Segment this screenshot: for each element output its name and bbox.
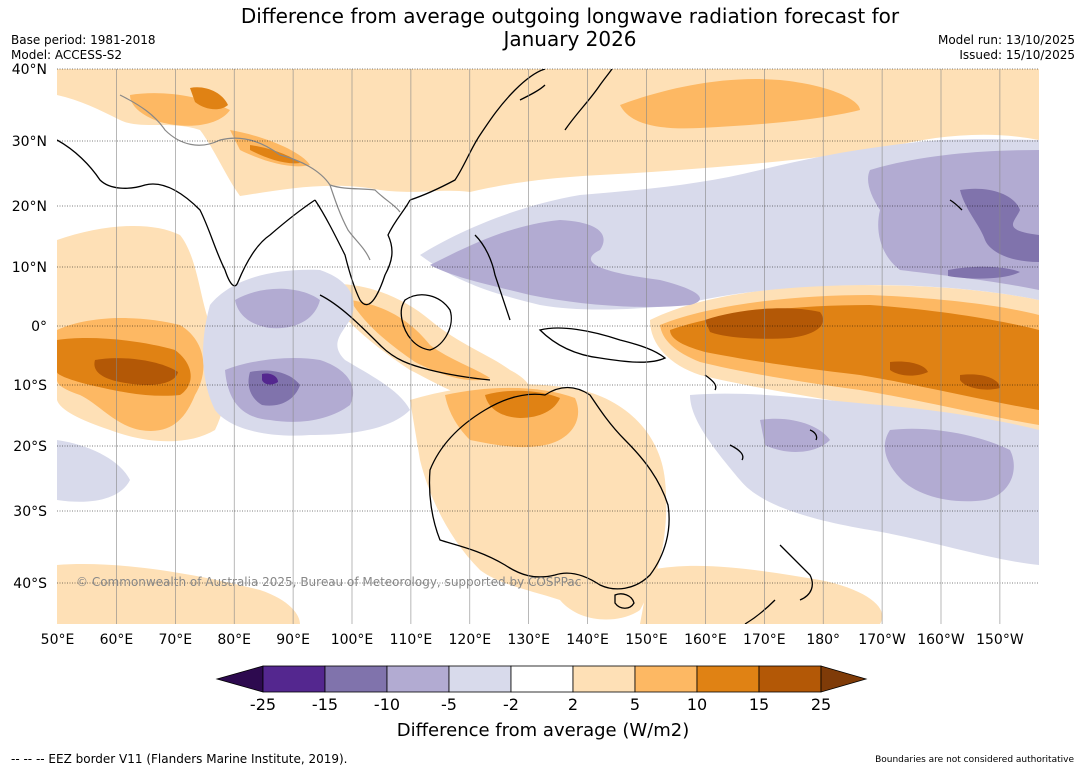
lat-label: 30°N bbox=[12, 134, 47, 150]
coast-new-zealand bbox=[744, 544, 813, 624]
coast-australia bbox=[428, 386, 670, 590]
colorbar-tick-label: 25 bbox=[811, 695, 831, 714]
colorbar-tick-label: -15 bbox=[312, 695, 338, 714]
coast-china bbox=[409, 69, 546, 201]
coast-philippines bbox=[474, 234, 511, 321]
lon-label: 170°E bbox=[743, 632, 786, 648]
colorbar-tick-label: 10 bbox=[687, 695, 707, 714]
lat-label: 20°S bbox=[13, 439, 47, 455]
chart-title: Difference from average outgoing longwav… bbox=[170, 5, 970, 51]
lat-label: 10°S bbox=[13, 378, 47, 394]
model-name: Model: ACCESS-S2 bbox=[11, 48, 123, 62]
meta-right: Model run: 13/10/2025 Issued: 15/10/2025 bbox=[938, 33, 1075, 63]
colorbar-extend-max bbox=[820, 665, 868, 693]
anomaly-indian-ocean-east-peak bbox=[262, 373, 278, 385]
coast-pacific-islands bbox=[704, 199, 963, 461]
border-south-asia bbox=[119, 94, 401, 213]
lon-label: 170°W bbox=[858, 632, 906, 648]
coast-borneo bbox=[400, 294, 452, 351]
coast-indochina bbox=[314, 199, 411, 306]
country-borders bbox=[119, 94, 401, 261]
colorbar-extend-min bbox=[215, 665, 264, 693]
colorbar-segment bbox=[448, 665, 512, 693]
lon-label: 80°E bbox=[217, 632, 251, 648]
colorbar-tick-label: -10 bbox=[374, 695, 400, 714]
lon-label: 60°E bbox=[100, 632, 134, 648]
lat-label: 30°S bbox=[13, 504, 47, 520]
colorbar-tick-label: 15 bbox=[749, 695, 769, 714]
coast-japan-korea bbox=[519, 69, 613, 131]
colorbar-segment bbox=[386, 665, 450, 693]
anomaly-western-pacific-core bbox=[948, 188, 1039, 279]
colorbar-segment bbox=[758, 665, 822, 693]
colorbar-tick-label: -2 bbox=[503, 695, 519, 714]
boundaries-disclaimer: Boundaries are not considered authoritat… bbox=[875, 755, 1074, 765]
lon-label: 110°E bbox=[390, 632, 433, 648]
colorbar: -25 -15 -10 -5 -2 2 5 10 15 25 bbox=[215, 665, 868, 714]
lon-label: 150°W bbox=[976, 632, 1024, 648]
colorbar-segment bbox=[510, 665, 574, 693]
latitude-gridlines bbox=[57, 68, 1039, 584]
coast-arabia-india bbox=[57, 139, 316, 287]
colorbar-segment bbox=[634, 665, 698, 693]
colorbar-tick-label: 2 bbox=[568, 695, 578, 714]
anomaly-indian-ocean-east-core bbox=[248, 370, 300, 406]
lon-label: 160°E bbox=[684, 632, 727, 648]
lon-label: 130°E bbox=[507, 632, 550, 648]
lat-label: 40°N bbox=[12, 62, 47, 78]
lon-label: 150°E bbox=[625, 632, 668, 648]
colorbar-segment bbox=[572, 665, 636, 693]
eez-legend: -- -- -- EEZ border V11 (Flanders Marine… bbox=[11, 752, 348, 766]
latitude-labels: 40°N 30°N 20°N 10°N 0° 10°S 20°S 30°S 40°S bbox=[12, 62, 47, 592]
anomaly-australia-north bbox=[410, 384, 667, 620]
anomaly-indian-ocean-west-peak bbox=[94, 358, 178, 385]
anomaly-north-band-mid bbox=[130, 79, 860, 167]
lat-label: 40°S bbox=[13, 576, 47, 592]
border-southeast-asia bbox=[329, 184, 371, 261]
lon-label: 140°E bbox=[566, 632, 609, 648]
anomaly-australia-north-core bbox=[485, 390, 560, 418]
anomaly-southern-ocean bbox=[57, 564, 883, 624]
colorbar-title: Difference from average (W/m2) bbox=[397, 720, 689, 741]
colorbar-segment bbox=[262, 665, 326, 693]
lat-label: 20°N bbox=[12, 199, 47, 215]
lat-label: 10°N bbox=[12, 260, 47, 276]
base-period: Base period: 1981-2018 bbox=[11, 33, 156, 47]
lon-label: 70°E bbox=[158, 632, 192, 648]
lon-label: 90°E bbox=[276, 632, 310, 648]
colorbar-tick-label: 5 bbox=[630, 695, 640, 714]
anomaly-western-pacific-mid bbox=[430, 150, 1039, 307]
anomaly-field bbox=[57, 69, 1039, 624]
lon-label: 180° bbox=[806, 632, 840, 648]
longitude-labels: 50°E 60°E 70°E 80°E 90°E 100°E 110°E 120°E 130°E… bbox=[41, 632, 1024, 648]
coastlines bbox=[57, 69, 963, 624]
colorbar-tick-label: -25 bbox=[250, 695, 276, 714]
colorbar-tick-label: -5 bbox=[441, 695, 457, 714]
anomaly-pacific-band-peak bbox=[705, 308, 1000, 390]
title-line-2: January 2026 bbox=[503, 27, 637, 51]
title-line-1: Difference from average outgoing longwav… bbox=[240, 4, 900, 28]
anomaly-south-indian bbox=[57, 440, 130, 502]
positive-anomaly-regions bbox=[57, 69, 1039, 624]
lat-label: 0° bbox=[31, 319, 47, 335]
model-run: Model run: 13/10/2025 bbox=[937, 33, 1075, 47]
colorbar-segment bbox=[324, 665, 388, 693]
lon-label: 160°W bbox=[917, 632, 965, 648]
anomaly-himalaya-peak bbox=[190, 87, 300, 164]
lon-label: 50°E bbox=[41, 632, 75, 648]
lon-label: 120°E bbox=[449, 632, 492, 648]
anomaly-maritime-continent-mid bbox=[350, 300, 490, 381]
coast-tasmania bbox=[614, 593, 635, 609]
copyright-text: © Commonwealth of Australia 2025, Bureau… bbox=[76, 575, 581, 589]
lon-label: 100°E bbox=[331, 632, 374, 648]
issued-date: Issued: 15/10/2025 bbox=[959, 48, 1075, 62]
meta-left: Base period: 1981-2018 Model: ACCESS-S2 bbox=[11, 33, 156, 63]
coast-sumatra-java bbox=[319, 294, 491, 381]
longitude-gridlines bbox=[116, 69, 1001, 624]
colorbar-segment bbox=[696, 665, 760, 693]
